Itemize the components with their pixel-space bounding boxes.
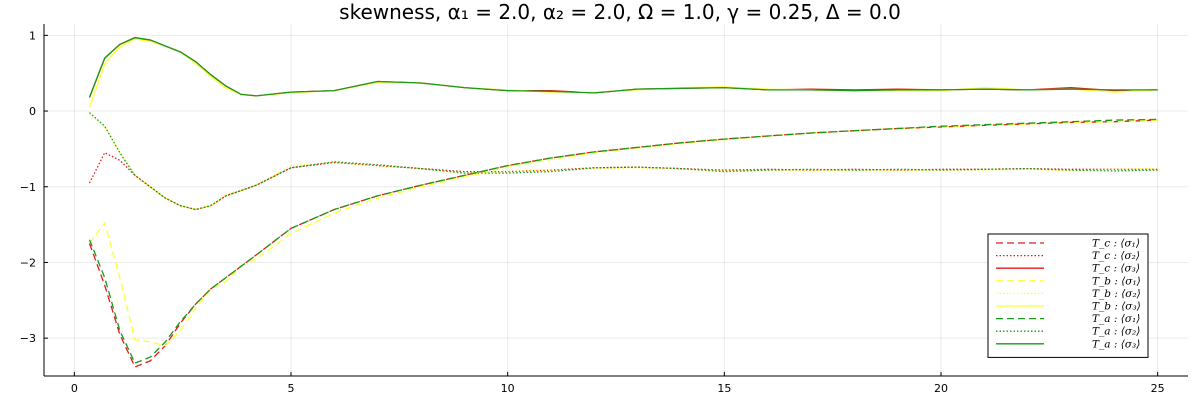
y-tick-label: 1 — [29, 29, 36, 42]
legend-label: T_a : ⟨σ₁⟩ — [1092, 313, 1140, 325]
x-tick-label: 0 — [71, 382, 78, 395]
legend-label: T_a : ⟨σ₂⟩ — [1092, 326, 1140, 338]
x-tick-label: 5 — [288, 382, 295, 395]
y-tick-label: 0 — [29, 105, 36, 118]
legend: T_c : ⟨σ₁⟩T_c : ⟨σ₂⟩T_c : ⟨σ₃⟩T_b : ⟨σ₁⟩… — [987, 233, 1149, 358]
x-tick-label: 25 — [1151, 382, 1165, 395]
y-tick-label: −2 — [20, 256, 36, 269]
legend-label: T_b : ⟨σ₁⟩ — [1092, 275, 1141, 287]
legend-box — [987, 233, 1149, 358]
series-layer — [88, 36, 1158, 368]
x-tick-label: 20 — [934, 382, 948, 395]
legend-label: T_b : ⟨σ₂⟩ — [1092, 288, 1141, 300]
legend-label: T_c : ⟨σ₂⟩ — [1092, 250, 1140, 262]
chart-title: skewness, α₁ = 2.0, α₂ = 2.0, Ω = 1.0, γ… — [339, 0, 901, 24]
x-tick-label: 15 — [717, 382, 731, 395]
legend-label: T_c : ⟨σ₁⟩ — [1092, 238, 1140, 250]
series-line-4 — [88, 119, 1158, 347]
series-line-9 — [88, 36, 1158, 98]
axes: 0 5 10 15 20 25 −3 −2 −1 0 1 — [20, 24, 1188, 395]
x-tick-label: 10 — [501, 382, 515, 395]
legend-label: T_b : ⟨σ₃⟩ — [1092, 301, 1141, 313]
legend-label: T_a : ⟨σ₃⟩ — [1092, 338, 1140, 350]
y-tick-label: −3 — [20, 332, 36, 345]
series-line-7 — [88, 118, 1158, 364]
legend-label: T_c : ⟨σ₃⟩ — [1092, 263, 1140, 275]
y-tick-label: −1 — [20, 181, 36, 194]
series-line-8 — [89, 112, 1158, 211]
